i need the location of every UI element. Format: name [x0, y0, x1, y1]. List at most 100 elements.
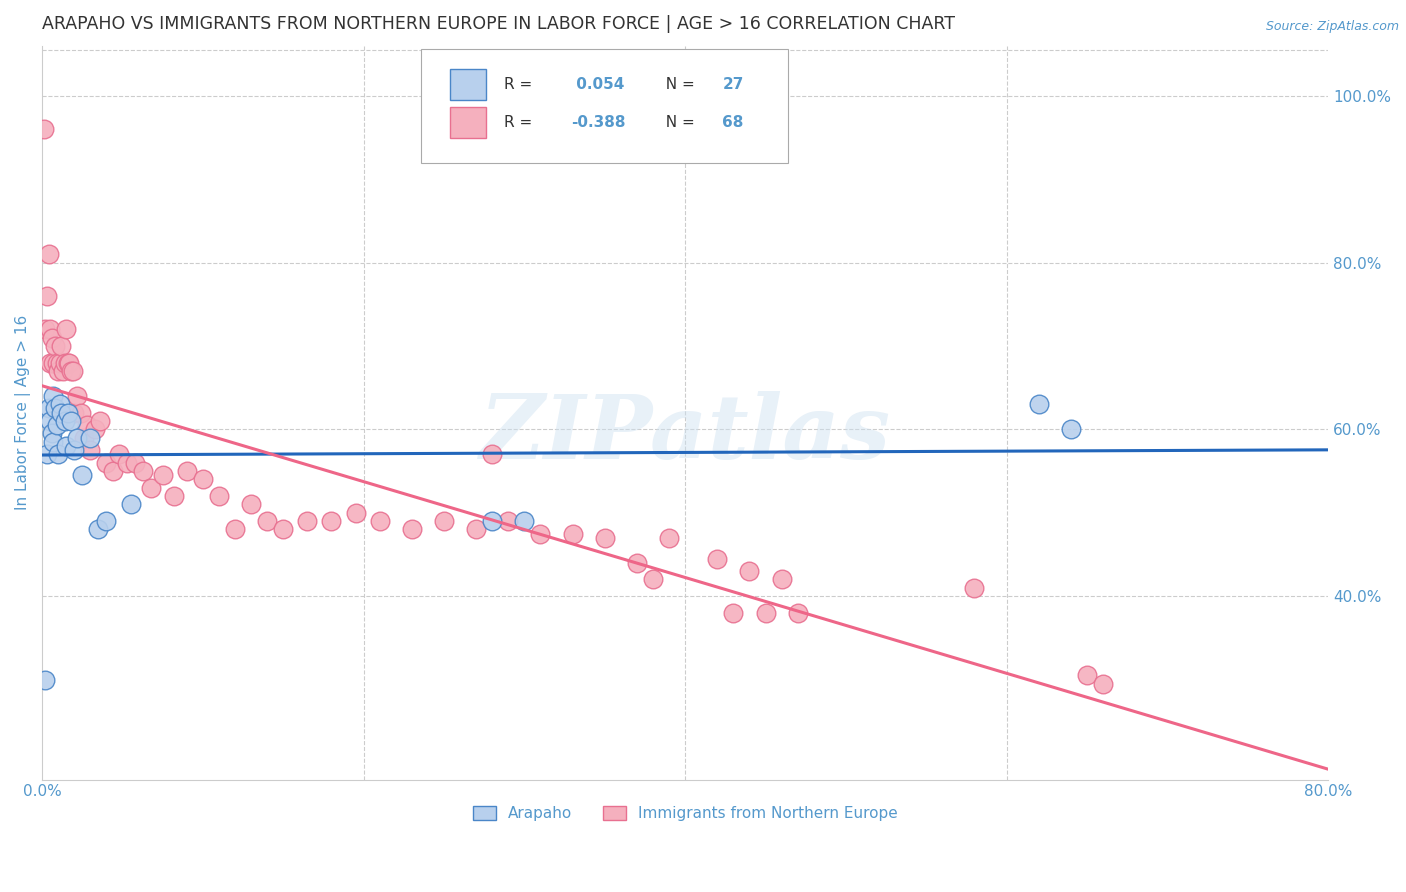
Text: R =: R = [503, 115, 537, 130]
Point [498, 514, 520, 528]
Text: ARAPAHO VS IMMIGRANTS FROM NORTHERN EUROPE IN LABOR FORCE | AGE > 16 CORRELATION: ARAPAHO VS IMMIGRANTS FROM NORTHERN EURO… [42, 15, 955, 33]
Point [240, 497, 263, 511]
Point [120, 497, 142, 511]
Point [73, 431, 96, 445]
Point [786, 606, 808, 620]
Point [60, 414, 83, 428]
Text: ZIPatlas: ZIPatlas [479, 392, 890, 478]
Point [34, 673, 56, 687]
Point [38, 401, 60, 416]
Point [32, 122, 55, 136]
Point [297, 514, 319, 528]
FancyBboxPatch shape [450, 70, 486, 100]
Point [641, 573, 664, 587]
Point [224, 522, 246, 536]
Point [271, 522, 294, 536]
Point [44, 401, 66, 416]
Point [1092, 676, 1115, 690]
Point [191, 472, 214, 486]
Point [55, 439, 77, 453]
Point [108, 447, 131, 461]
Point [58, 355, 80, 369]
Point [344, 506, 367, 520]
Point [368, 514, 391, 528]
Point [626, 556, 648, 570]
Text: 27: 27 [723, 77, 744, 92]
Point [401, 522, 423, 536]
Text: N =: N = [655, 115, 699, 130]
Point [176, 464, 198, 478]
Point [723, 606, 745, 620]
Point [69, 406, 91, 420]
Point [55, 322, 77, 336]
Point [49, 397, 72, 411]
Point [101, 464, 124, 478]
Point [963, 581, 986, 595]
Point [63, 406, 86, 420]
Point [51, 406, 73, 420]
Point [46, 364, 69, 378]
Point [41, 426, 63, 441]
Point [433, 514, 456, 528]
Point [754, 606, 776, 620]
Point [481, 514, 503, 528]
Point [706, 551, 728, 566]
Y-axis label: In Labor Force | Age > 16: In Labor Force | Age > 16 [15, 315, 31, 510]
Point [124, 456, 146, 470]
Point [51, 339, 73, 353]
Point [256, 514, 278, 528]
Point [38, 247, 60, 261]
Point [34, 322, 56, 336]
Point [35, 289, 58, 303]
Point [42, 355, 65, 369]
Point [79, 431, 101, 445]
Point [72, 468, 94, 483]
Point [89, 414, 111, 428]
Point [1060, 422, 1083, 436]
Point [60, 364, 83, 378]
Point [52, 364, 75, 378]
Point [45, 355, 67, 369]
Point [141, 481, 163, 495]
Point [53, 414, 76, 428]
Point [46, 447, 69, 461]
Point [45, 418, 67, 433]
Text: N =: N = [655, 77, 699, 92]
Point [44, 339, 66, 353]
Point [96, 514, 118, 528]
Point [39, 414, 62, 428]
Point [208, 489, 231, 503]
Text: -0.388: -0.388 [571, 115, 626, 130]
Point [39, 355, 62, 369]
Point [39, 322, 62, 336]
Point [529, 526, 551, 541]
Point [41, 330, 63, 344]
FancyBboxPatch shape [450, 107, 486, 138]
Point [56, 355, 79, 369]
Point [1076, 668, 1098, 682]
Point [35, 447, 58, 461]
Point [66, 431, 89, 445]
Point [66, 389, 89, 403]
Point [321, 514, 343, 528]
Point [770, 573, 793, 587]
Point [1028, 397, 1050, 411]
Point [96, 456, 118, 470]
Text: R =: R = [503, 77, 537, 92]
Point [79, 443, 101, 458]
Point [593, 531, 616, 545]
Point [62, 364, 84, 378]
Point [513, 514, 536, 528]
Point [49, 355, 72, 369]
Point [56, 406, 79, 420]
Point [53, 355, 76, 369]
FancyBboxPatch shape [422, 49, 787, 163]
Point [42, 389, 65, 403]
Legend: Arapaho, Immigrants from Northern Europe: Arapaho, Immigrants from Northern Europe [467, 800, 904, 827]
Text: Source: ZipAtlas.com: Source: ZipAtlas.com [1265, 20, 1399, 33]
Point [481, 447, 503, 461]
Point [738, 564, 761, 578]
Point [63, 443, 86, 458]
Point [87, 522, 110, 536]
Text: 0.054: 0.054 [571, 77, 624, 92]
